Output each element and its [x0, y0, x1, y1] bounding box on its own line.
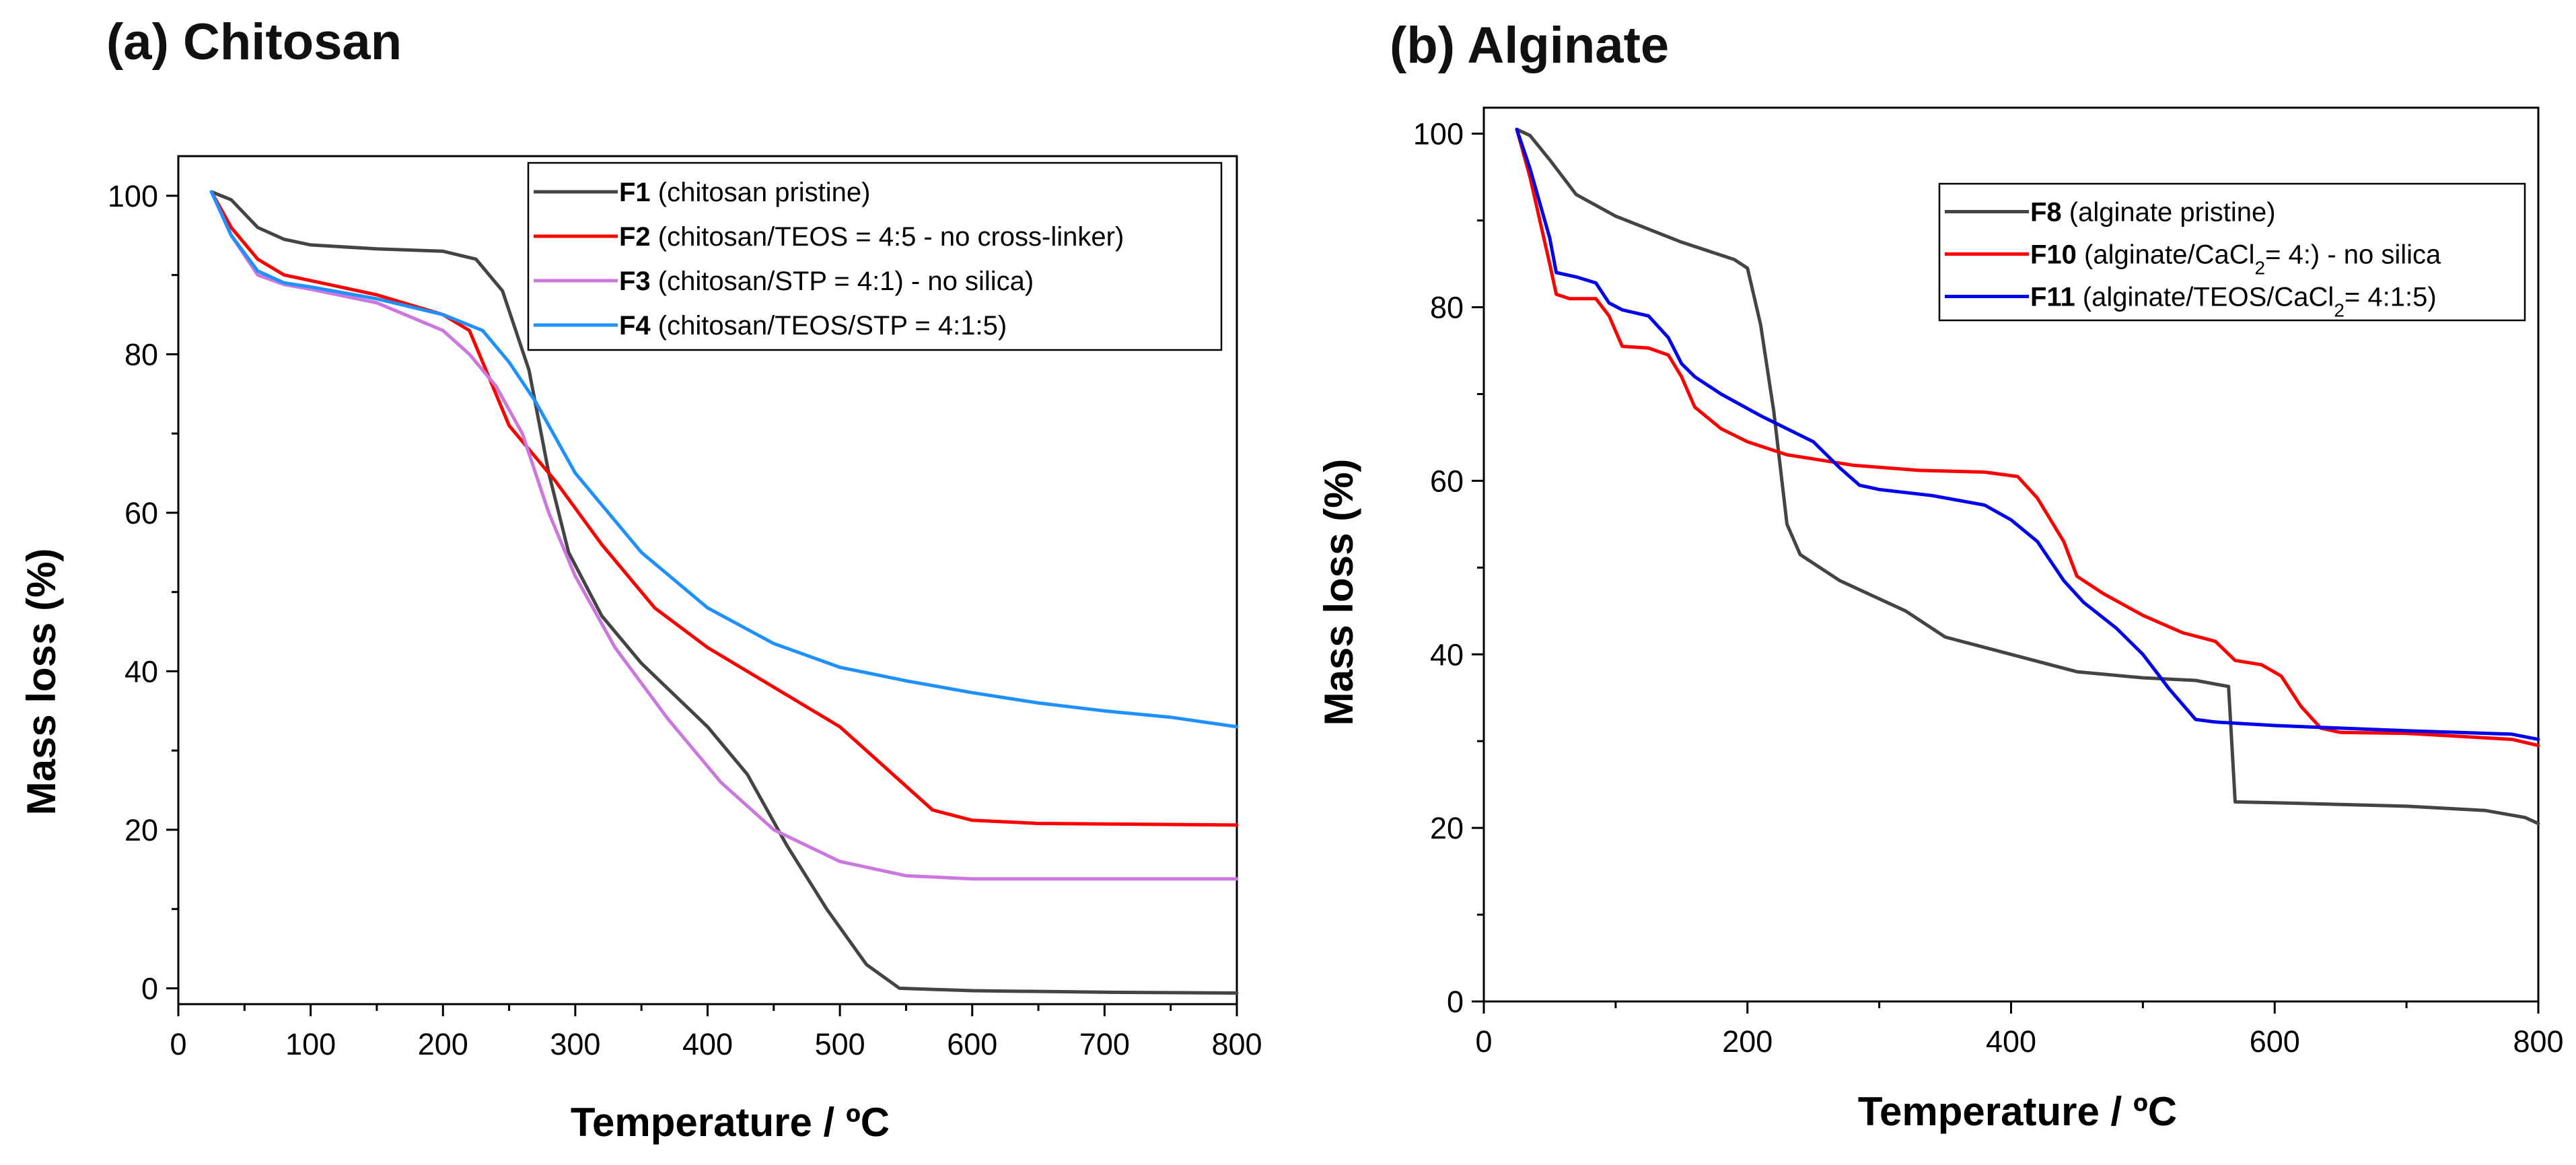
legend-label-f3: F3 (chitosan/STP = 4:1) - no silica) [619, 267, 1034, 296]
y-tick-label: 20 [1430, 811, 1464, 845]
legend-series-desc: (chitosan/STP = 4:1) - no silica) [651, 267, 1034, 296]
series-line-f1 [209, 190, 1239, 995]
panel-b-y-axis-title: Mass loss (%) [1316, 459, 1361, 726]
legend-series-desc: (chitosan/TEOS = 4:5 - no cross-linker) [651, 222, 1124, 252]
legend-series-desc: (alginate/TEOS/CaCl [2075, 283, 2334, 312]
legend-label-f8: F8 (alginate pristine) [2030, 198, 2276, 227]
x-tick-label: 800 [1211, 1027, 1262, 1061]
x-tick-label: 0 [170, 1027, 186, 1061]
legend-label-f10: F10 (alginate/CaCl2= 4:) - no silica [2030, 240, 2441, 279]
legend-label-f4: F4 (chitosan/TEOS/STP = 4:1:5) [619, 311, 1007, 341]
panel-a-x-axis-title: Temperature / ºC [571, 1100, 890, 1145]
y-tick-label: 100 [108, 179, 158, 213]
panel-a: (a) Chitosan 0 100 200 300 400 500 600 700 800 0 2… [19, 13, 1262, 1145]
legend-series-desc: (alginate/CaCl [2077, 240, 2255, 270]
x-tick-label: 300 [550, 1027, 600, 1061]
legend-series-name: F11 [2030, 283, 2075, 312]
legend-label-f2: F2 (chitosan/TEOS = 4:5 - no cross-linke… [619, 222, 1124, 252]
series-line-f11 [1515, 127, 2540, 742]
legend-series-desc: (alginate pristine) [2062, 198, 2276, 227]
y-tick-label: 0 [1447, 985, 1464, 1019]
panel-a-legend: F1 (chitosan pristine)F2 (chitosan/TEOS … [527, 162, 1223, 351]
panel-b-axes: 0 200 400 600 800 0 20 40 60 80 100 [1413, 106, 2564, 1059]
legend-series-name: F3 [619, 267, 651, 296]
legend-series-name: F10 [2030, 240, 2077, 270]
legend-series-desc: (chitosan pristine) [651, 178, 871, 207]
panel-b-series [1515, 127, 2540, 826]
legend-subscript: 2 [2334, 299, 2345, 320]
panel-b-x-axis-title: Temperature / ºC [1858, 1089, 2177, 1134]
y-tick-label: 100 [1413, 117, 1464, 151]
panel-b-title: (b) Alginate [1390, 17, 1669, 74]
x-tick-label: 600 [947, 1027, 997, 1061]
panel-a-title: (a) Chitosan [106, 13, 402, 71]
y-tick-label: 20 [124, 813, 158, 847]
y-tick-label: 80 [124, 337, 158, 372]
panel-b: (b) Alginate 0 200 400 600 800 0 20 40 60 80 100 M… [1316, 17, 2564, 1134]
x-tick-label: 100 [285, 1027, 336, 1061]
panel-b-legend: F8 (alginate pristine) F10 (alginate/CaCl… [1938, 182, 2526, 322]
x-tick-label: 700 [1079, 1027, 1130, 1061]
series-line-f3 [209, 190, 1239, 881]
legend-series-name: F8 [2030, 198, 2062, 227]
legend-series-name: F2 [619, 222, 651, 252]
y-tick-label: 60 [124, 496, 158, 530]
panel-a-axes: 0 100 200 300 400 500 600 700 800 0 20 40 60 80 100 [108, 155, 1262, 1061]
legend-label-f11: F11 (alginate/TEOS/CaCl2= 4:1:5) [2030, 283, 2437, 321]
panel-a-y-axis-title: Mass loss (%) [19, 549, 64, 816]
x-tick-label: 600 [2250, 1024, 2300, 1059]
legend-series-name: F1 [619, 178, 651, 207]
panel-a-series [209, 190, 1239, 995]
y-tick-label: 0 [141, 971, 158, 1005]
series-line-f10 [1515, 127, 2540, 748]
legend-box [527, 162, 1223, 351]
legend-series-tail: = 4:) - no silica [2265, 240, 2441, 270]
y-tick-label: 40 [1430, 637, 1464, 672]
series-line-f2 [209, 190, 1239, 827]
legend-box [1938, 182, 2526, 322]
legend-series-name: F4 [619, 311, 651, 341]
legend-label-f1: F1 (chitosan pristine) [619, 178, 870, 207]
x-tick-label: 200 [418, 1027, 468, 1061]
y-tick-label: 60 [1430, 464, 1464, 498]
series-line-f8 [1515, 127, 2540, 826]
x-tick-label: 400 [682, 1027, 733, 1061]
x-tick-label: 200 [1722, 1024, 1773, 1059]
y-tick-label: 40 [124, 654, 158, 689]
x-tick-label: 500 [815, 1027, 865, 1061]
series-line-f4 [209, 190, 1239, 729]
y-tick-label: 80 [1430, 291, 1464, 325]
x-tick-label: 800 [2513, 1024, 2563, 1059]
x-tick-label: 400 [1986, 1024, 2036, 1059]
legend-subscript: 2 [2255, 257, 2266, 278]
legend-series-desc: (chitosan/TEOS/STP = 4:1:5) [651, 311, 1007, 341]
legend-series-tail: = 4:1:5) [2345, 283, 2437, 312]
x-tick-label: 0 [1475, 1024, 1492, 1059]
